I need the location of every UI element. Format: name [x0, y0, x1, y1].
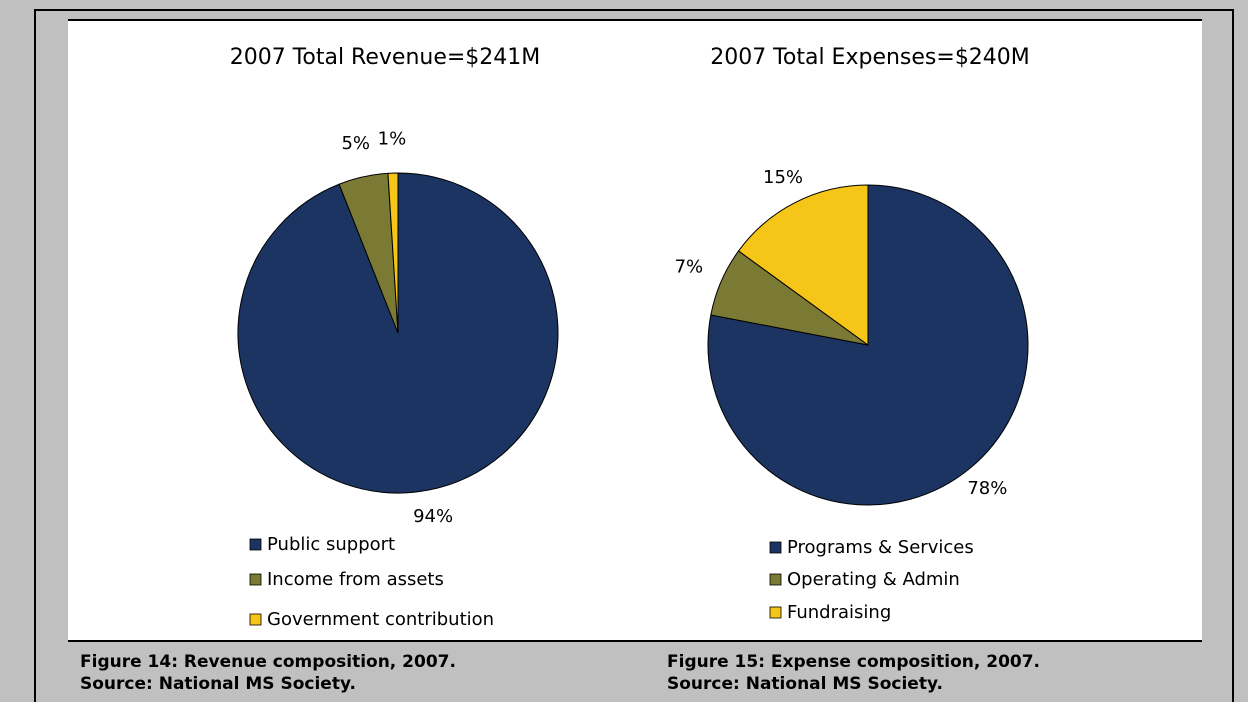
- legend-label: Public support: [267, 534, 395, 555]
- legend-label: Government contribution: [267, 609, 494, 630]
- caption: Source: National MS Society.: [80, 674, 356, 694]
- pie-slice: [737, 184, 869, 346]
- chart-title: 2007 Total Expenses=$240M: [710, 45, 1030, 70]
- caption: Figure 14: Revenue composition, 2007.: [80, 652, 456, 672]
- legend-swatch: [249, 538, 262, 551]
- legend-swatch: [249, 573, 262, 586]
- pie-slice: [387, 172, 399, 334]
- data-label: 7%: [675, 256, 704, 277]
- caption: Figure 15: Expense composition, 2007.: [667, 652, 1040, 672]
- legend-label: Operating & Admin: [787, 569, 960, 590]
- legend-label: Programs & Services: [787, 537, 974, 558]
- legend-swatch: [769, 541, 782, 554]
- caption: Source: National MS Society.: [667, 674, 943, 694]
- legend-label: Income from assets: [267, 569, 444, 590]
- outer-border: [34, 9, 1234, 702]
- data-label: 94%: [413, 506, 453, 527]
- data-label: 1%: [378, 128, 407, 149]
- data-label: 78%: [967, 478, 1007, 499]
- legend-swatch: [249, 613, 262, 626]
- data-label: 5%: [341, 133, 370, 154]
- chart-title: 2007 Total Revenue=$241M: [230, 45, 541, 70]
- legend-label: Fundraising: [787, 602, 891, 623]
- legend-swatch: [769, 573, 782, 586]
- legend-swatch: [769, 606, 782, 619]
- data-label: 15%: [763, 167, 803, 188]
